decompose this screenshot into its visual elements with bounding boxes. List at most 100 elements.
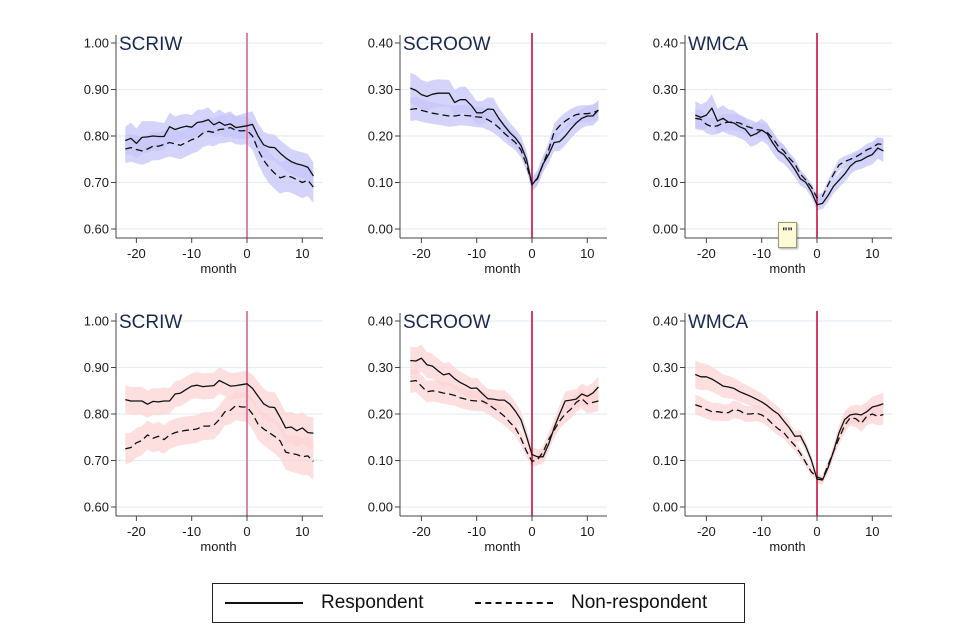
panel-bottom-left: 0.60 0.70 0.80 0.90 1.00 -20 -10 0 10 month SCRIW: [84, 311, 323, 554]
y-tick-label: 0.00: [653, 222, 678, 237]
y-tick-label: 0.30: [368, 82, 393, 97]
confidence-band-non-respondent: [410, 96, 599, 190]
panel-title: SCROOW: [403, 34, 491, 55]
x-tick-label: -20: [412, 246, 431, 261]
legend-swatch-solid: [225, 602, 303, 604]
y-tick-label: 0.20: [368, 407, 393, 422]
x-tick-label: -10: [467, 524, 486, 539]
y-tick-label: 0.70: [84, 453, 109, 468]
x-tick-label: 0: [813, 524, 820, 539]
y-tick-label: 0.10: [653, 453, 678, 468]
series-line-respondent: [695, 107, 884, 206]
y-tick-label: 0.30: [653, 82, 678, 97]
x-tick-label: 10: [580, 524, 594, 539]
panel-title: SCRIW: [119, 34, 182, 55]
legend: Respondent Non-respondent: [212, 583, 745, 623]
panel-top-middle: 0.00 0.10 0.20 0.30 0.40 -20 -10 0 10 month SCROOW: [368, 33, 607, 276]
y-tick-label: 0.20: [653, 407, 678, 422]
x-axis-title: month: [200, 539, 236, 554]
y-tick-label: 0.40: [368, 314, 393, 329]
series-line-respondent: [125, 379, 314, 434]
series-line-respondent: [410, 87, 599, 186]
series-line-respondent: [410, 357, 599, 458]
y-tick-label: 0.70: [84, 175, 109, 190]
x-axis-title: month: [200, 261, 236, 276]
x-tick-label: -20: [127, 524, 146, 539]
y-tick-label: 0.30: [368, 360, 393, 375]
confidence-band-non-respondent: [695, 394, 884, 483]
panel-bottom-right: 0.00 0.10 0.20 0.30 0.40 -20 -10 0 10 month WMCA: [653, 311, 892, 554]
panel-title: SCROOW: [403, 312, 491, 333]
y-tick-label: 0.40: [368, 36, 393, 51]
x-tick-label: 0: [243, 246, 250, 261]
series-line-respondent: [125, 119, 314, 177]
x-tick-label: -10: [182, 524, 201, 539]
x-tick-label: 10: [580, 246, 594, 261]
y-tick-label: 0.20: [368, 129, 393, 144]
x-tick-label: 0: [528, 524, 535, 539]
x-tick-label: -20: [697, 524, 716, 539]
y-tick-label: 0.10: [653, 175, 678, 190]
y-tick-label: 0.80: [84, 407, 109, 422]
legend-label: Respondent: [321, 592, 424, 613]
series-line-non-respondent: [695, 117, 884, 199]
panel-top-right: 0.00 0.10 0.20 0.30 0.40 -20 -10 0 10 month WMCA: [653, 33, 892, 276]
x-axis-title: month: [769, 261, 805, 276]
series-line-non-respondent: [410, 379, 599, 463]
confidence-band-non-respondent: [125, 391, 314, 480]
x-tick-label: 0: [813, 246, 820, 261]
legend-swatch-dashed: [475, 602, 553, 604]
x-axis-title: month: [769, 539, 805, 554]
annotation-tooltip[interactable]: "": [778, 222, 797, 248]
y-tick-label: 0.10: [368, 453, 393, 468]
x-tick-label: -10: [467, 246, 486, 261]
x-tick-label: 0: [243, 524, 250, 539]
panel-top-left: 0.60 0.70 0.80 0.90 1.00 -20 -10 0 10 month SCRIW: [84, 33, 323, 276]
y-tick-label: 0.00: [653, 500, 678, 515]
y-tick-label: 1.00: [84, 36, 109, 51]
series-line-non-respondent: [125, 404, 314, 462]
y-tick-label: 1.00: [84, 314, 109, 329]
x-tick-label: 10: [865, 246, 879, 261]
y-tick-label: 0.90: [84, 82, 109, 97]
y-tick-label: 0.80: [84, 129, 109, 144]
panel-title: SCRIW: [119, 312, 182, 333]
y-tick-label: 0.40: [653, 314, 678, 329]
x-tick-label: 10: [295, 524, 309, 539]
y-tick-label: 0.60: [84, 500, 109, 515]
confidence-band-non-respondent: [695, 109, 884, 202]
x-tick-label: 10: [295, 246, 309, 261]
panel-title: WMCA: [688, 34, 748, 55]
y-tick-label: 0.10: [368, 175, 393, 190]
y-tick-label: 0.30: [653, 360, 678, 375]
y-tick-label: 0.20: [653, 129, 678, 144]
x-tick-label: 0: [528, 246, 535, 261]
x-tick-label: 10: [865, 524, 879, 539]
x-tick-label: -20: [697, 246, 716, 261]
x-axis-title: month: [484, 261, 520, 276]
legend-label: Non-respondent: [571, 592, 708, 613]
x-tick-label: -10: [182, 246, 201, 261]
y-tick-label: 0.00: [368, 500, 393, 515]
panel-bottom-middle: 0.00 0.10 0.20 0.30 0.40 -20 -10 0 10 month SCROOW: [368, 311, 607, 554]
x-axis-title: month: [484, 539, 520, 554]
legend-item-non-respondent: Non-respondent: [475, 584, 707, 622]
x-tick-label: -20: [127, 246, 146, 261]
x-tick-label: -20: [412, 524, 431, 539]
legend-item-respondent: Respondent: [225, 584, 423, 622]
y-tick-label: 0.90: [84, 360, 109, 375]
confidence-band-respondent: [695, 360, 884, 485]
x-tick-label: -10: [752, 246, 771, 261]
series-line-respondent: [695, 373, 884, 481]
y-tick-label: 0.60: [84, 222, 109, 237]
confidence-band-non-respondent: [410, 368, 599, 467]
y-tick-label: 0.40: [653, 36, 678, 51]
y-tick-label: 0.00: [368, 222, 393, 237]
confidence-band-respondent: [125, 367, 314, 450]
series-line-non-respondent: [125, 126, 314, 188]
confidence-band-non-respondent: [125, 113, 314, 203]
series-line-non-respondent: [410, 107, 599, 185]
panel-title: WMCA: [688, 312, 748, 333]
x-tick-label: -10: [752, 524, 771, 539]
